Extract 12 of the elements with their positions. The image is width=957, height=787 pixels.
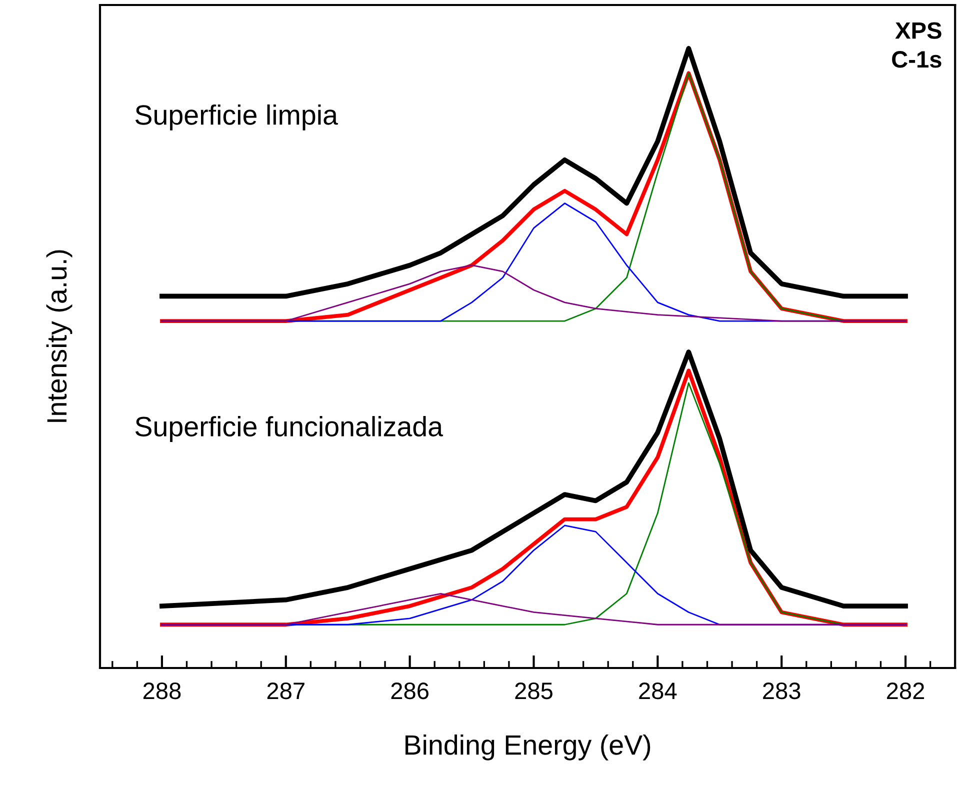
annotation: Superficie funcionalizada — [135, 416, 444, 442]
annotation: Superficie limpia — [135, 104, 338, 130]
x-tick-label: 283 — [763, 682, 800, 700]
annotation: XPS C-1s — [892, 22, 942, 68]
x-tick-label: 287 — [267, 682, 304, 700]
y-axis-title: Intensity (a.u.) — [46, 250, 72, 422]
x-tick-label: 288 — [143, 682, 181, 700]
x-tick-label: 282 — [887, 682, 924, 700]
x-axis-title: Binding Energy (eV) — [406, 734, 650, 760]
x-tick-label: 284 — [639, 682, 677, 700]
x-tick-label: 286 — [391, 682, 428, 700]
x-tick-label: 285 — [515, 682, 552, 700]
